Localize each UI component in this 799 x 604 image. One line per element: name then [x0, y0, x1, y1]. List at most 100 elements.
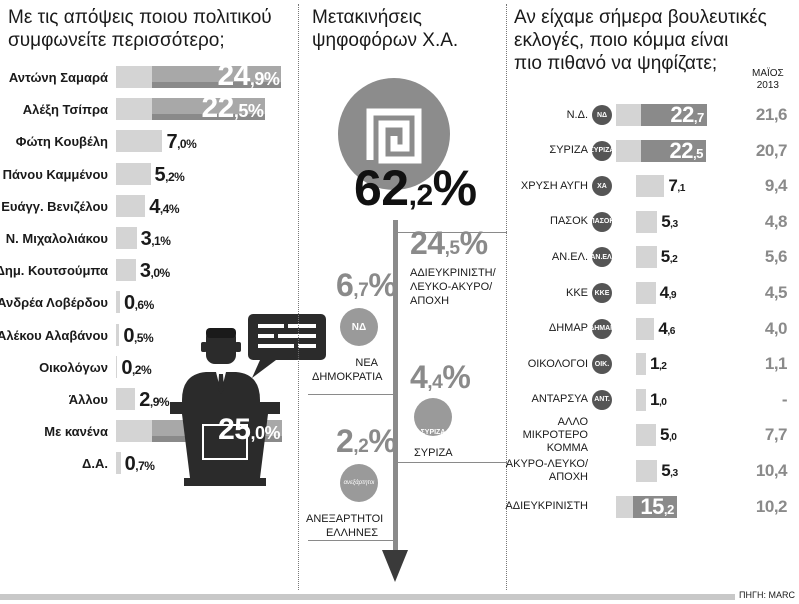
right-value-label-int: 1: [650, 389, 659, 409]
compare-value-label: 4,8: [764, 211, 788, 231]
left-bar: [116, 291, 120, 314]
divider-right: [506, 4, 507, 590]
left-value-label: 0,6%: [124, 292, 154, 316]
right-value-label: 4,9: [660, 283, 677, 306]
right-value-label-dec: ,5: [693, 145, 704, 161]
right-value-label-int: 4: [658, 318, 668, 338]
move-anel-label-1: ΑΝΕΞΑΡΤΗΤΟΙ: [306, 513, 384, 525]
right-category-label: ΧΡΥΣΗ ΑΥΓΗ: [521, 180, 588, 193]
left-value-label: 5,2%: [155, 164, 185, 188]
right-value-label: 5,2: [661, 247, 678, 270]
right-value-label: 22,5: [670, 138, 704, 166]
right-category-label-line: ΣΥΡΙΖΑ: [549, 144, 588, 157]
middle-title-line1: Μετακινήσεις: [312, 7, 422, 28]
left-value-label-dec: ,5: [133, 330, 144, 345]
connector-right: [395, 232, 507, 233]
left-title: Με τις απόψεις ποιου πολιτικού συμφωνείτ…: [8, 6, 272, 52]
left-value-label-dec: ,0: [177, 137, 187, 152]
move-syriza-int: 4: [410, 359, 428, 395]
left-value-label-pct: %: [263, 69, 280, 89]
right-value-label: 15,2: [640, 494, 674, 522]
right-category-label-line: ΑΛΛΟ: [557, 415, 588, 428]
left-bar-highlight: [152, 98, 266, 117]
right-value-label-dec: ,3: [670, 468, 678, 479]
right-bar-highlight: [641, 104, 707, 126]
left-value-label-pct: %: [143, 298, 155, 313]
move-nd-int: 6: [336, 267, 354, 303]
move-adiev-label-3: ΑΠΟΧΗ: [410, 295, 450, 307]
flow-arrow-icon: [382, 220, 408, 582]
left-value-label-pct: %: [159, 266, 171, 281]
right-value-label-dec: ,7: [693, 110, 705, 125]
left-title-line2: συμφωνείτε περισσότερο;: [8, 30, 225, 51]
right-value-label: 5,0: [660, 425, 677, 448]
right-category-label-line: ΜΙΚΡΟΤΕΡΟ: [522, 428, 588, 441]
move-anel-label: ΑΝΕΞΑΡΤΗΤΟΙ ΕΛΛΗΝΕΣ: [306, 512, 384, 540]
right-category-label-line: ΑΝΤΑΡΣΥΑ: [531, 393, 588, 406]
left-value-label: 0,5%: [123, 325, 153, 349]
left-category-label: Οικολόγων: [39, 359, 108, 375]
left-value-label-int: 0: [121, 356, 132, 379]
left-value-label-pct: %: [142, 330, 154, 345]
right-category-label-line: ΑΝ.ΕΛ.: [551, 250, 588, 263]
compare-value-label: 4,0: [764, 318, 788, 338]
right-value-label-int: 5: [661, 211, 671, 231]
right-category-label: ΑΚΥΡΟ-ΛΕΥΚΟ/ΑΠΟΧΗ: [506, 458, 588, 484]
left-category-label: Δ.Α.: [82, 456, 108, 472]
move-adiev-int: 24: [410, 225, 445, 261]
right-bar: [636, 388, 646, 411]
speaker-podium-icon: [170, 314, 326, 486]
golden-dawn-value-int: 62: [354, 160, 409, 216]
left-value-label: 22,5%: [202, 92, 264, 127]
left-category-label: Ευάγγ. Βενιζέλου: [1, 198, 108, 214]
left-title-line1: Με τις απόψεις ποιου πολιτικού: [8, 7, 272, 28]
right-title: Αν είχαμε σήμερα βουλευτικές εκλογές, πο…: [514, 6, 767, 75]
right-value-label-int: 5: [661, 461, 671, 480]
divider-left: [298, 4, 299, 590]
move-anel-pct: %: [368, 423, 397, 459]
right-value-label: 1,2: [650, 354, 667, 377]
move-adiev-label-1: ΑΔΙΕΥΚΡΙΝΙΣΤΗ/: [410, 267, 496, 279]
left-value-label-pct: %: [247, 101, 264, 122]
right-category-label-line: Ν.Δ.: [566, 108, 588, 121]
left-value-label: 0,7%: [125, 453, 155, 477]
golden-dawn-circle: [338, 78, 450, 190]
left-value-label-pct: %: [186, 137, 197, 152]
party-logo-icon: ΔΗΜΑΡ: [589, 318, 615, 339]
party-logo-icon: ΚΚΕ: [592, 283, 612, 303]
right-category-label: ΑΛΛΟ ΜΙΚΡΟΤΕΡΟ ΚΟΜΜΑ: [523, 416, 588, 455]
left-bar: [116, 388, 136, 410]
right-bar-highlight: [641, 139, 706, 162]
right-category-label-line: ΧΡΥΣΗ ΑΥΓΗ: [520, 179, 588, 192]
party-logo-icon: ΑΝΤ.: [592, 389, 612, 410]
move-nd-label: ΝΕΑ ΔΗΜΟΚΡΑΤΙΑ: [312, 356, 383, 384]
right-value-label: 1,0: [650, 389, 667, 413]
left-value-label-int: 22: [201, 91, 235, 125]
right-bar: [636, 282, 656, 304]
left-value-label: 7,0%: [166, 131, 196, 155]
compare-header-month: ΜΑΪΟΣ: [752, 68, 784, 79]
right-category-label-line: ΑΠΟΧΗ: [548, 471, 588, 483]
right-bar: [636, 424, 656, 447]
right-category-label: ΑΔΙΕΥΚΡΙΝΙΣΤΗ: [505, 500, 588, 513]
right-category-label: ΑΝ.ΕΛ.: [552, 251, 588, 264]
left-category-label: Αλέκου Αλαβάνου: [0, 327, 108, 343]
right-value-label: 7,1: [668, 176, 685, 199]
move-anel-dec: ,2: [353, 436, 369, 457]
right-category-label: ΠΑΣΟΚ: [550, 215, 588, 228]
move-syriza-dec: ,4: [427, 372, 443, 393]
right-category-label-line: ΠΑΣΟΚ: [550, 215, 588, 228]
left-value-label-pct: %: [160, 234, 171, 248]
right-bar: [636, 210, 658, 233]
left-value-label-int: 3: [139, 260, 151, 283]
left-value-label-int: 4: [149, 195, 160, 218]
right-value-label-int: 22: [670, 102, 694, 127]
compare-value-label: 21,6: [755, 105, 788, 124]
connector-left: [308, 394, 396, 395]
left-bar-shade: [152, 114, 266, 121]
left-value-label-pct: %: [144, 459, 155, 474]
right-value-label-dec: ,6: [667, 325, 675, 337]
nd-logo-icon: ΝΔ: [340, 308, 378, 346]
right-category-label: ΚΚΕ: [566, 287, 588, 300]
left-value-label-dec: ,2: [131, 362, 142, 377]
